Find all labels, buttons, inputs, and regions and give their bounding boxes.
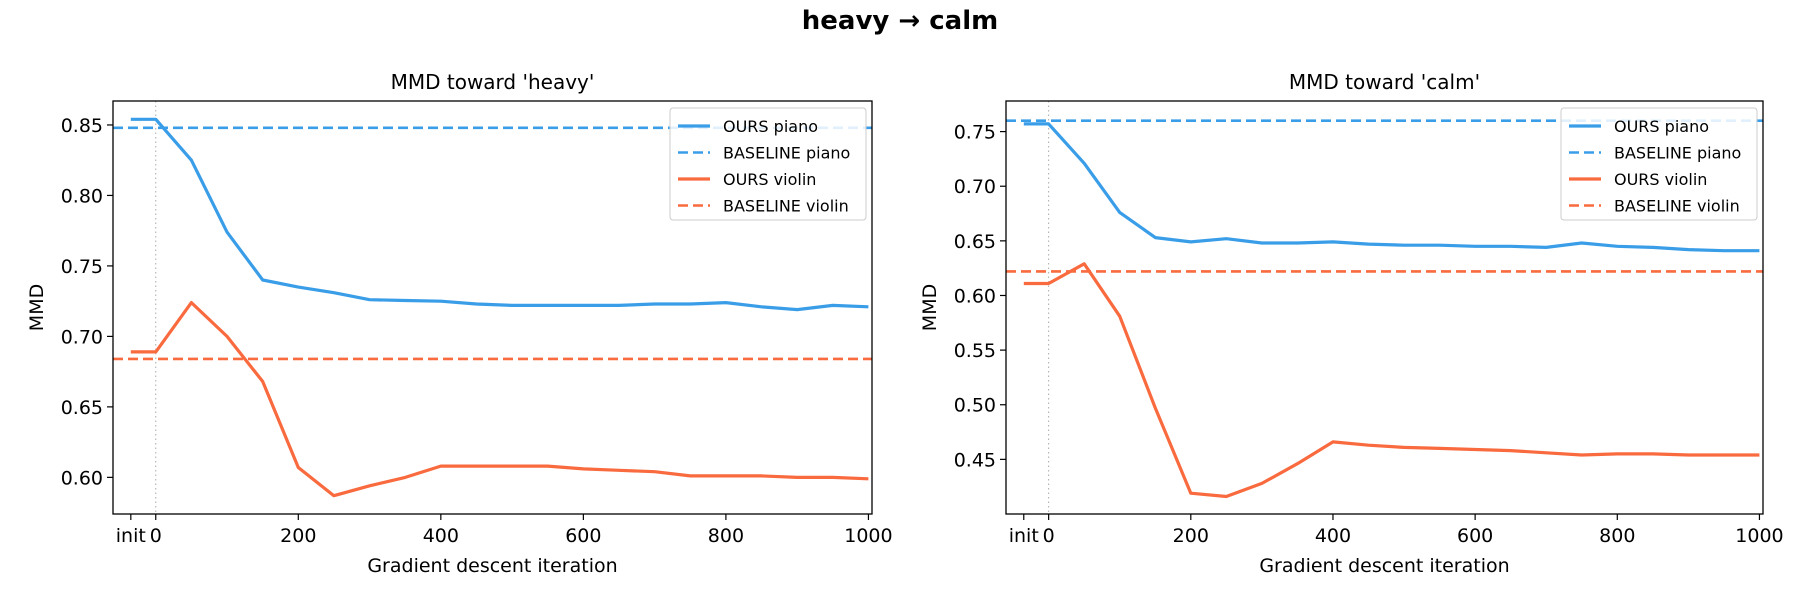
- legend-box: [1560, 107, 1758, 221]
- legend-item: BASELINE violin: [678, 197, 849, 216]
- legend: OURS piano BASELINE piano OURS violin BASEL…: [1560, 107, 1758, 221]
- chart-title: MMD toward 'heavy': [391, 70, 595, 94]
- y-tick-label: 0.65: [61, 397, 103, 419]
- x-axis-label: Gradient descent iteration: [367, 555, 617, 577]
- plot-frame: [1005, 100, 1764, 515]
- y-axis-label: MMD: [26, 284, 48, 331]
- x-tick-label: init: [1009, 525, 1039, 547]
- y-tick-label: 0.55: [954, 340, 996, 362]
- legend-item: BASELINE piano: [1569, 144, 1741, 163]
- legend-item: BASELINE violin: [1569, 197, 1740, 216]
- x-tick-label: 0: [150, 525, 162, 547]
- series-ours-violin-line: [130, 301, 869, 498]
- y-tick-label: 0.65: [954, 231, 996, 253]
- y-axis-label: MMD: [919, 284, 941, 331]
- y-tick-label: 0.75: [61, 256, 103, 278]
- legend-item: OURS violin: [1569, 170, 1707, 189]
- chart-title: MMD toward 'calm': [1289, 70, 1480, 94]
- y-tick-label: 0.45: [954, 449, 996, 471]
- x-tick-label: 1000: [844, 525, 892, 547]
- y-tick-label: 0.85: [61, 115, 103, 137]
- y-tick-label: 0.75: [954, 122, 996, 144]
- x-tick-label: 400: [1315, 525, 1351, 547]
- x-tick-label: 600: [565, 525, 601, 547]
- legend-label: OURS piano: [1614, 117, 1709, 136]
- y-tick-label: 0.60: [954, 285, 996, 307]
- legend-label: BASELINE piano: [723, 144, 850, 163]
- x-tick-label: 200: [280, 525, 316, 547]
- series-ours-piano-line: [130, 117, 869, 312]
- legend-label: BASELINE violin: [1614, 197, 1740, 216]
- chart-panel-1: MMD toward 'heavy' 0.60 0.65 0.70 0.75 0.80 0.…: [26, 70, 893, 577]
- legend-box: [669, 107, 867, 221]
- legend-label: OURS violin: [723, 170, 816, 189]
- legend-label: BASELINE violin: [723, 197, 849, 216]
- legend-item: OURS violin: [678, 170, 816, 189]
- y-tick-label: 0.70: [954, 176, 996, 198]
- series-ours-violin-line: [1023, 262, 1760, 499]
- x-tick-label: 0: [1043, 525, 1055, 547]
- y-tick-label: 0.60: [61, 467, 103, 489]
- plot-area: [1006, 119, 1763, 499]
- legend-item: BASELINE piano: [678, 144, 850, 163]
- x-tick-label: 800: [708, 525, 744, 547]
- x-tick-label: init: [116, 525, 146, 547]
- x-tick-label: 200: [1173, 525, 1209, 547]
- y-tick-label: 0.70: [61, 326, 103, 348]
- x-tick-label: 800: [1599, 525, 1635, 547]
- plot-frame: [112, 100, 873, 515]
- series-ours-piano-line: [1023, 122, 1760, 253]
- y-tick-label: 0.50: [954, 395, 996, 417]
- figure-title: heavy → calm: [801, 6, 999, 36]
- x-axis-label: Gradient descent iteration: [1259, 555, 1509, 577]
- x-tick-label: 1000: [1735, 525, 1783, 547]
- y-tick-label: 0.80: [61, 185, 103, 207]
- x-tick-label: 600: [1457, 525, 1493, 547]
- legend-label: OURS violin: [1614, 170, 1707, 189]
- legend-item: OURS piano: [678, 117, 818, 136]
- legend-label: BASELINE piano: [1614, 144, 1741, 163]
- legend-label: OURS piano: [723, 117, 818, 136]
- legend: OURS piano BASELINE piano OURS violin BASEL…: [669, 107, 867, 221]
- legend-item: OURS piano: [1569, 117, 1709, 136]
- x-tick-label: 400: [423, 525, 459, 547]
- chart-panel-2: MMD toward 'calm' 0.45 0.50 0.55 0.60 0.65 0.7…: [919, 70, 1784, 577]
